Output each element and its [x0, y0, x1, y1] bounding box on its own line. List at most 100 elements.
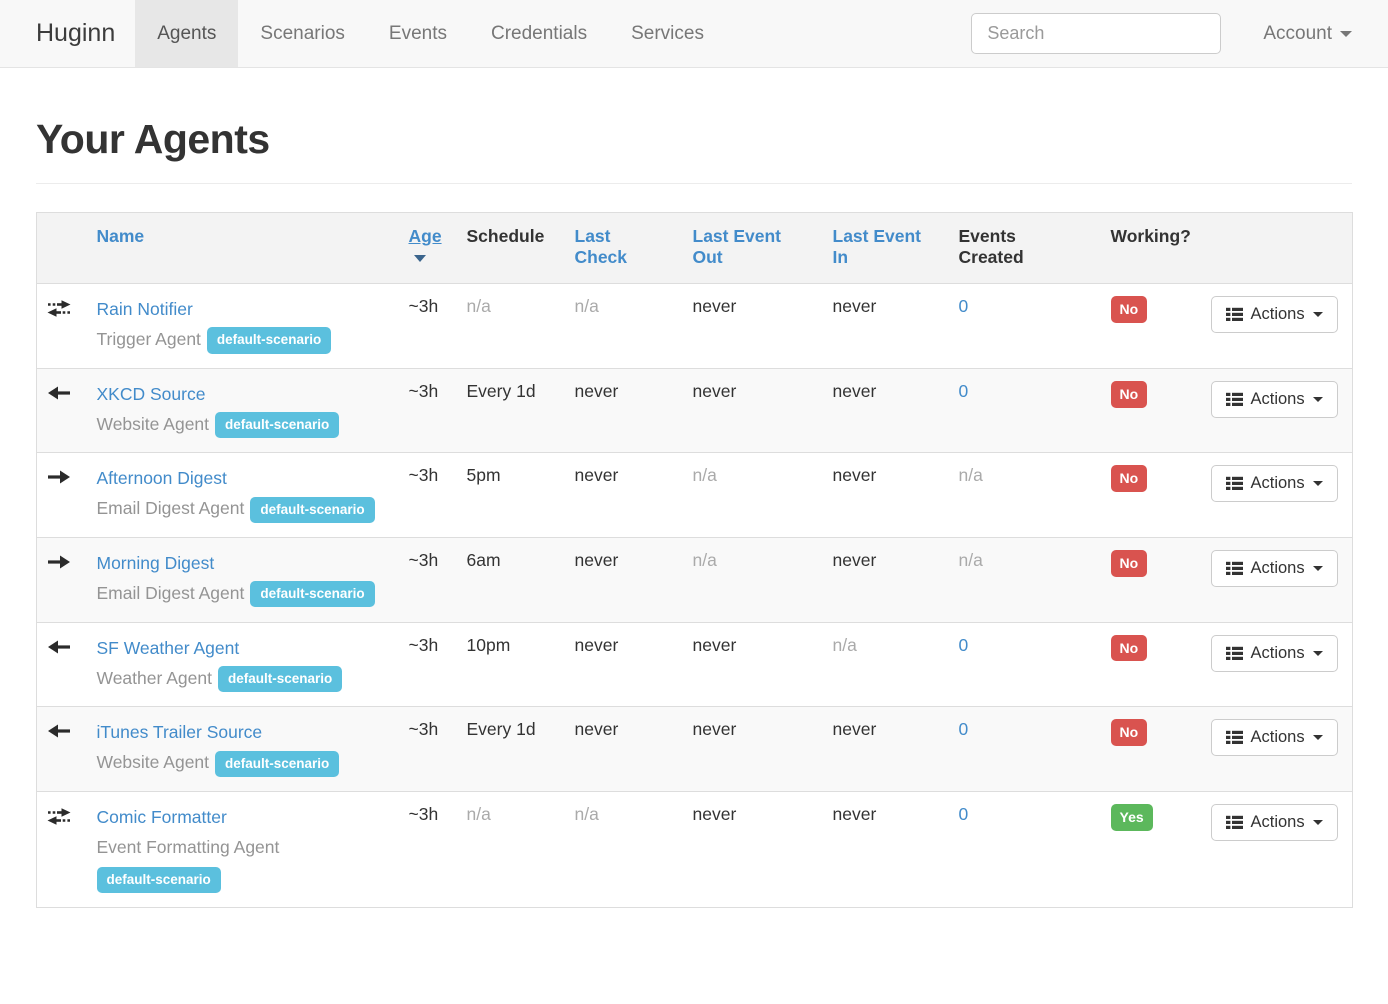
- arrow-left-icon: [48, 386, 70, 400]
- nav-item-services[interactable]: Services: [609, 0, 726, 67]
- agent-row: SF Weather Agent Weather Agent default-sc…: [36, 621, 1353, 707]
- search-input[interactable]: [971, 13, 1222, 54]
- agent-name-link[interactable]: Afternoon Digest: [96, 468, 227, 489]
- scenario-badge[interactable]: default-scenario: [96, 866, 221, 893]
- bidirectional-arrows-icon: [47, 300, 71, 317]
- table-header-row: Name Age Schedule Last Check Last Event …: [36, 212, 1353, 284]
- arrow-right-icon: [48, 470, 70, 484]
- page-title: Your Agents: [36, 116, 270, 162]
- nav-item-events[interactable]: Events: [367, 0, 469, 67]
- working-cell: No: [1102, 367, 1211, 453]
- events-created-cell: 0: [950, 621, 1103, 707]
- actions-button[interactable]: Actions: [1210, 465, 1338, 503]
- scenario-badge[interactable]: default-scenario: [250, 496, 375, 523]
- working-cell: Yes: [1102, 790, 1211, 908]
- sort-header-name[interactable]: Name: [96, 226, 145, 246]
- agent-name-link[interactable]: XKCD Source: [96, 383, 206, 404]
- brand-huginn[interactable]: Huginn: [36, 19, 116, 47]
- agent-row: Morning Digest Email Digest Agent default…: [36, 536, 1353, 622]
- list-icon: [1225, 307, 1243, 321]
- name-cell: Rain Notifier Trigger Agent default-scena…: [88, 283, 401, 369]
- nav-item-label: Events: [388, 22, 447, 44]
- last-check-cell: never: [566, 621, 685, 707]
- sort-header-last-check[interactable]: Last Check: [574, 226, 628, 267]
- sort-header-age[interactable]: Age: [408, 226, 442, 246]
- actions-button[interactable]: Actions: [1210, 719, 1338, 757]
- agent-name-link[interactable]: Morning Digest: [96, 552, 215, 573]
- scenario-badge[interactable]: default-scenario: [206, 327, 332, 354]
- nav-item-label: Services: [631, 22, 704, 44]
- scenario-badge[interactable]: default-scenario: [215, 750, 340, 777]
- actions-button[interactable]: Actions: [1210, 549, 1338, 587]
- last-event-out-cell: never: [684, 621, 825, 707]
- scenario-badge[interactable]: default-scenario: [217, 665, 343, 693]
- list-icon: [1225, 561, 1243, 575]
- nav-item-scenarios[interactable]: Scenarios: [238, 0, 367, 67]
- scenario-badge[interactable]: default-scenario: [250, 581, 375, 608]
- agent-name-link[interactable]: Rain Notifier: [96, 299, 193, 319]
- events-created-value[interactable]: 0: [958, 719, 969, 740]
- nav-item-credentials[interactable]: Credentials: [469, 0, 609, 67]
- arrow-left-icon: [48, 640, 70, 653]
- sort-header-last-event-out[interactable]: Last Event Out: [692, 226, 782, 267]
- direction-cell: [36, 790, 89, 908]
- last-event-in-cell: never: [824, 706, 951, 792]
- last-event-in-cell: n/a: [824, 621, 951, 707]
- actions-cell: Actions: [1210, 790, 1353, 908]
- schedule-cell: Every 1d: [458, 706, 567, 792]
- actions-button-label: Actions: [1250, 389, 1305, 408]
- arrow-right-icon: [48, 555, 70, 569]
- last-event-out-cell: n/a: [684, 452, 825, 538]
- schedule-cell: Every 1d: [458, 367, 567, 453]
- name-cell: SF Weather Agent Weather Agent default-sc…: [88, 621, 401, 707]
- agent-name-link[interactable]: iTunes Trailer Source: [96, 722, 263, 743]
- age-cell: ~3h: [400, 452, 459, 538]
- direction-cell: [36, 283, 89, 369]
- agent-name-link[interactable]: Comic Formatter: [96, 806, 227, 827]
- agent-row: Afternoon Digest Email Digest Agent defau…: [36, 452, 1353, 538]
- last-event-in-cell: never: [824, 367, 951, 453]
- agents-table: Name Age Schedule Last Check Last Event …: [36, 212, 1353, 908]
- scenario-badge[interactable]: default-scenario: [215, 412, 340, 439]
- actions-button-label: Actions: [1250, 812, 1305, 831]
- actions-cell: Actions: [1210, 283, 1353, 369]
- actions-button[interactable]: Actions: [1210, 803, 1338, 841]
- events-created-cell: 0: [950, 706, 1103, 792]
- header-actions: [1211, 213, 1353, 284]
- agent-type-label: Trigger Agent: [96, 329, 201, 350]
- sort-header-last-event-in[interactable]: Last Event In: [832, 226, 922, 267]
- working-cell: No: [1102, 621, 1211, 707]
- age-cell: ~3h: [400, 536, 459, 622]
- account-menu[interactable]: Account: [1263, 23, 1352, 45]
- last-check-cell: n/a: [566, 283, 685, 369]
- sort-desc-icon: [413, 254, 426, 262]
- events-created-value[interactable]: 0: [958, 296, 969, 316]
- agent-row: Rain Notifier Trigger Agent default-scena…: [36, 283, 1353, 369]
- age-cell: ~3h: [400, 367, 459, 453]
- actions-button[interactable]: Actions: [1210, 296, 1338, 333]
- list-icon: [1225, 815, 1243, 829]
- working-badge: No: [1110, 296, 1148, 323]
- actions-button[interactable]: Actions: [1210, 634, 1338, 672]
- events-created-cell: 0: [950, 790, 1103, 908]
- agent-name-link[interactable]: SF Weather Agent: [96, 637, 240, 658]
- events-created-value[interactable]: 0: [958, 634, 969, 655]
- direction-cell: [36, 367, 89, 453]
- events-created-value[interactable]: 0: [958, 380, 969, 401]
- list-icon: [1225, 392, 1243, 406]
- chevron-down-icon: [1312, 650, 1323, 656]
- age-cell: ~3h: [400, 621, 459, 707]
- agent-type-label: Website Agent: [96, 752, 210, 773]
- actions-button[interactable]: Actions: [1210, 380, 1338, 418]
- nav-item-agents[interactable]: Agents: [135, 0, 239, 67]
- last-check-cell: never: [566, 452, 685, 538]
- last-event-out-cell: n/a: [684, 536, 825, 622]
- direction-cell: [36, 706, 89, 792]
- agent-row: XKCD Source Website Agent default-scenari…: [36, 367, 1353, 453]
- actions-cell: Actions: [1210, 367, 1353, 453]
- actions-button-label: Actions: [1250, 558, 1305, 577]
- events-created-value[interactable]: 0: [958, 803, 969, 824]
- chevron-down-icon: [1312, 312, 1323, 317]
- actions-button-label: Actions: [1250, 474, 1305, 493]
- events-created-cell: n/a: [950, 536, 1103, 622]
